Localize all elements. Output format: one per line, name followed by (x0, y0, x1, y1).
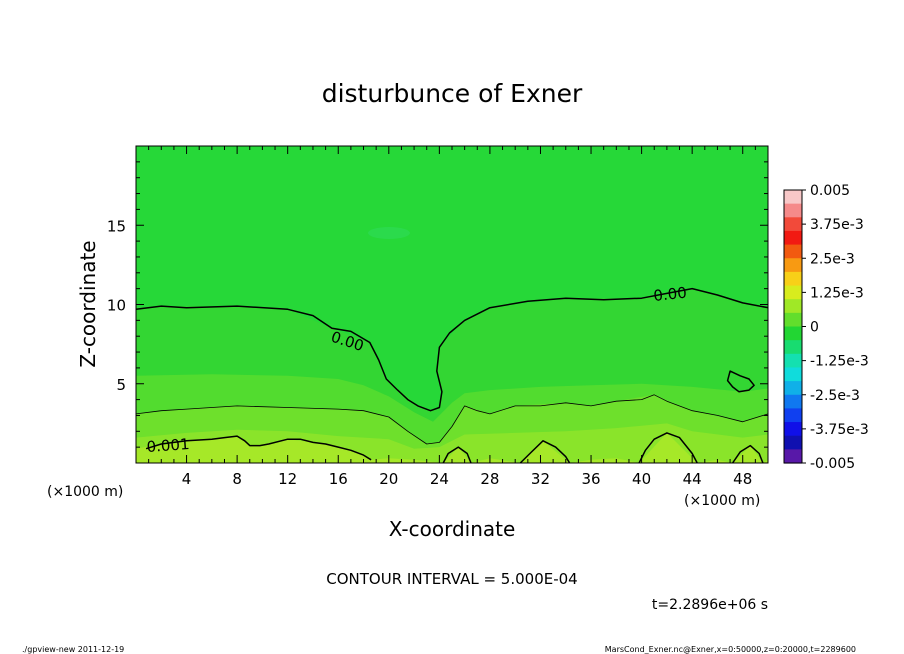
contour-label-b: 0.00 (653, 284, 688, 305)
colorbar-swatch (784, 326, 802, 341)
x-tick-label: 48 (733, 470, 752, 488)
x-tick-label: 12 (278, 470, 297, 488)
contour-line-6 (638, 432, 698, 463)
colorbar-label: 0 (810, 320, 819, 336)
x-tick-label: 4 (182, 470, 192, 488)
footer-right: MarsCond_Exner.nc@Exner,x=0:50000,z=0:20… (605, 645, 856, 654)
chart-title: disturbunce of Exner (322, 79, 583, 108)
colorbar-swatch (784, 449, 802, 464)
colorbar-swatch (784, 340, 802, 355)
x-axis-label: X-coordinate (389, 517, 516, 541)
x-tick-label: 24 (430, 470, 449, 488)
colorbar-swatch (784, 190, 802, 205)
colorbar-swatch (784, 203, 802, 218)
contour-line-2 (136, 394, 768, 445)
x-tick-label: 40 (632, 470, 651, 488)
x-tick-label: 16 (329, 470, 348, 488)
contour-label-c: 0.001 (146, 435, 190, 456)
colorbar-label: -0.005 (810, 456, 855, 472)
y-tick-label: 15 (107, 217, 126, 235)
shading-band-4 (136, 432, 768, 463)
colorbar-label: -2.5e-3 (810, 388, 860, 404)
colorbar-swatch (784, 299, 802, 314)
y-tick-label: 5 (116, 376, 126, 394)
colorbar-label: 1.25e-3 (810, 285, 864, 301)
x-tick-label: 36 (581, 470, 600, 488)
colorbar-label: 0.005 (810, 183, 850, 199)
colorbar-swatch (784, 217, 802, 232)
colorbar-swatch (784, 408, 802, 423)
colorbar-swatch (784, 285, 802, 300)
contour-interval-text: CONTOUR INTERVAL = 5.000E-04 (326, 570, 577, 588)
x-tick-label: 32 (531, 470, 550, 488)
contour-line-3 (145, 435, 372, 461)
contour-line-4 (442, 446, 472, 463)
colorbar-swatch (784, 367, 802, 382)
colorbar-swatch (784, 435, 802, 450)
colorbar-label: 2.5e-3 (810, 251, 855, 267)
x-tick-label: 44 (683, 470, 702, 488)
colorbar-swatch (784, 230, 802, 246)
colorbar-swatch (784, 381, 802, 396)
colorbar-label: -1.25e-3 (810, 354, 869, 370)
colorbar-label: -3.75e-3 (810, 422, 869, 438)
colorbar-swatch (784, 271, 802, 287)
contour-line-7 (731, 444, 764, 463)
plot-area (135, 145, 769, 464)
colorbar-swatch (784, 422, 802, 437)
colorbar-swatch (784, 244, 802, 259)
colorbar-swatch (784, 258, 802, 273)
colorbar-swatch (784, 394, 802, 409)
x-tick-label: 28 (480, 470, 499, 488)
footer-left: ./gpview-new 2011-12-19 (22, 645, 124, 654)
y-tick-label: 10 (107, 297, 126, 315)
contour-line-1 (726, 370, 755, 393)
y-axis-label: Z-coordinate (76, 240, 100, 367)
colorbar-swatch (784, 312, 802, 328)
x-tick-label: 8 (232, 470, 242, 488)
time-text: t=2.2896e+06 s (652, 597, 768, 613)
colorbar-label: 3.75e-3 (810, 217, 864, 233)
colorbar: 0.005 3.75e-3 2.5e-3 1.25e-3 0 -1.25e-3 -2.5e-… (783, 183, 869, 472)
colorbar-swatch (784, 353, 802, 369)
contour-line-0 (136, 287, 768, 412)
faint-patch (368, 227, 410, 239)
x-unit-right: (×1000 m) (684, 493, 760, 509)
x-unit-left: (×1000 m) (47, 484, 123, 500)
contour-line-5 (519, 440, 571, 463)
x-tick-label: 20 (379, 470, 398, 488)
